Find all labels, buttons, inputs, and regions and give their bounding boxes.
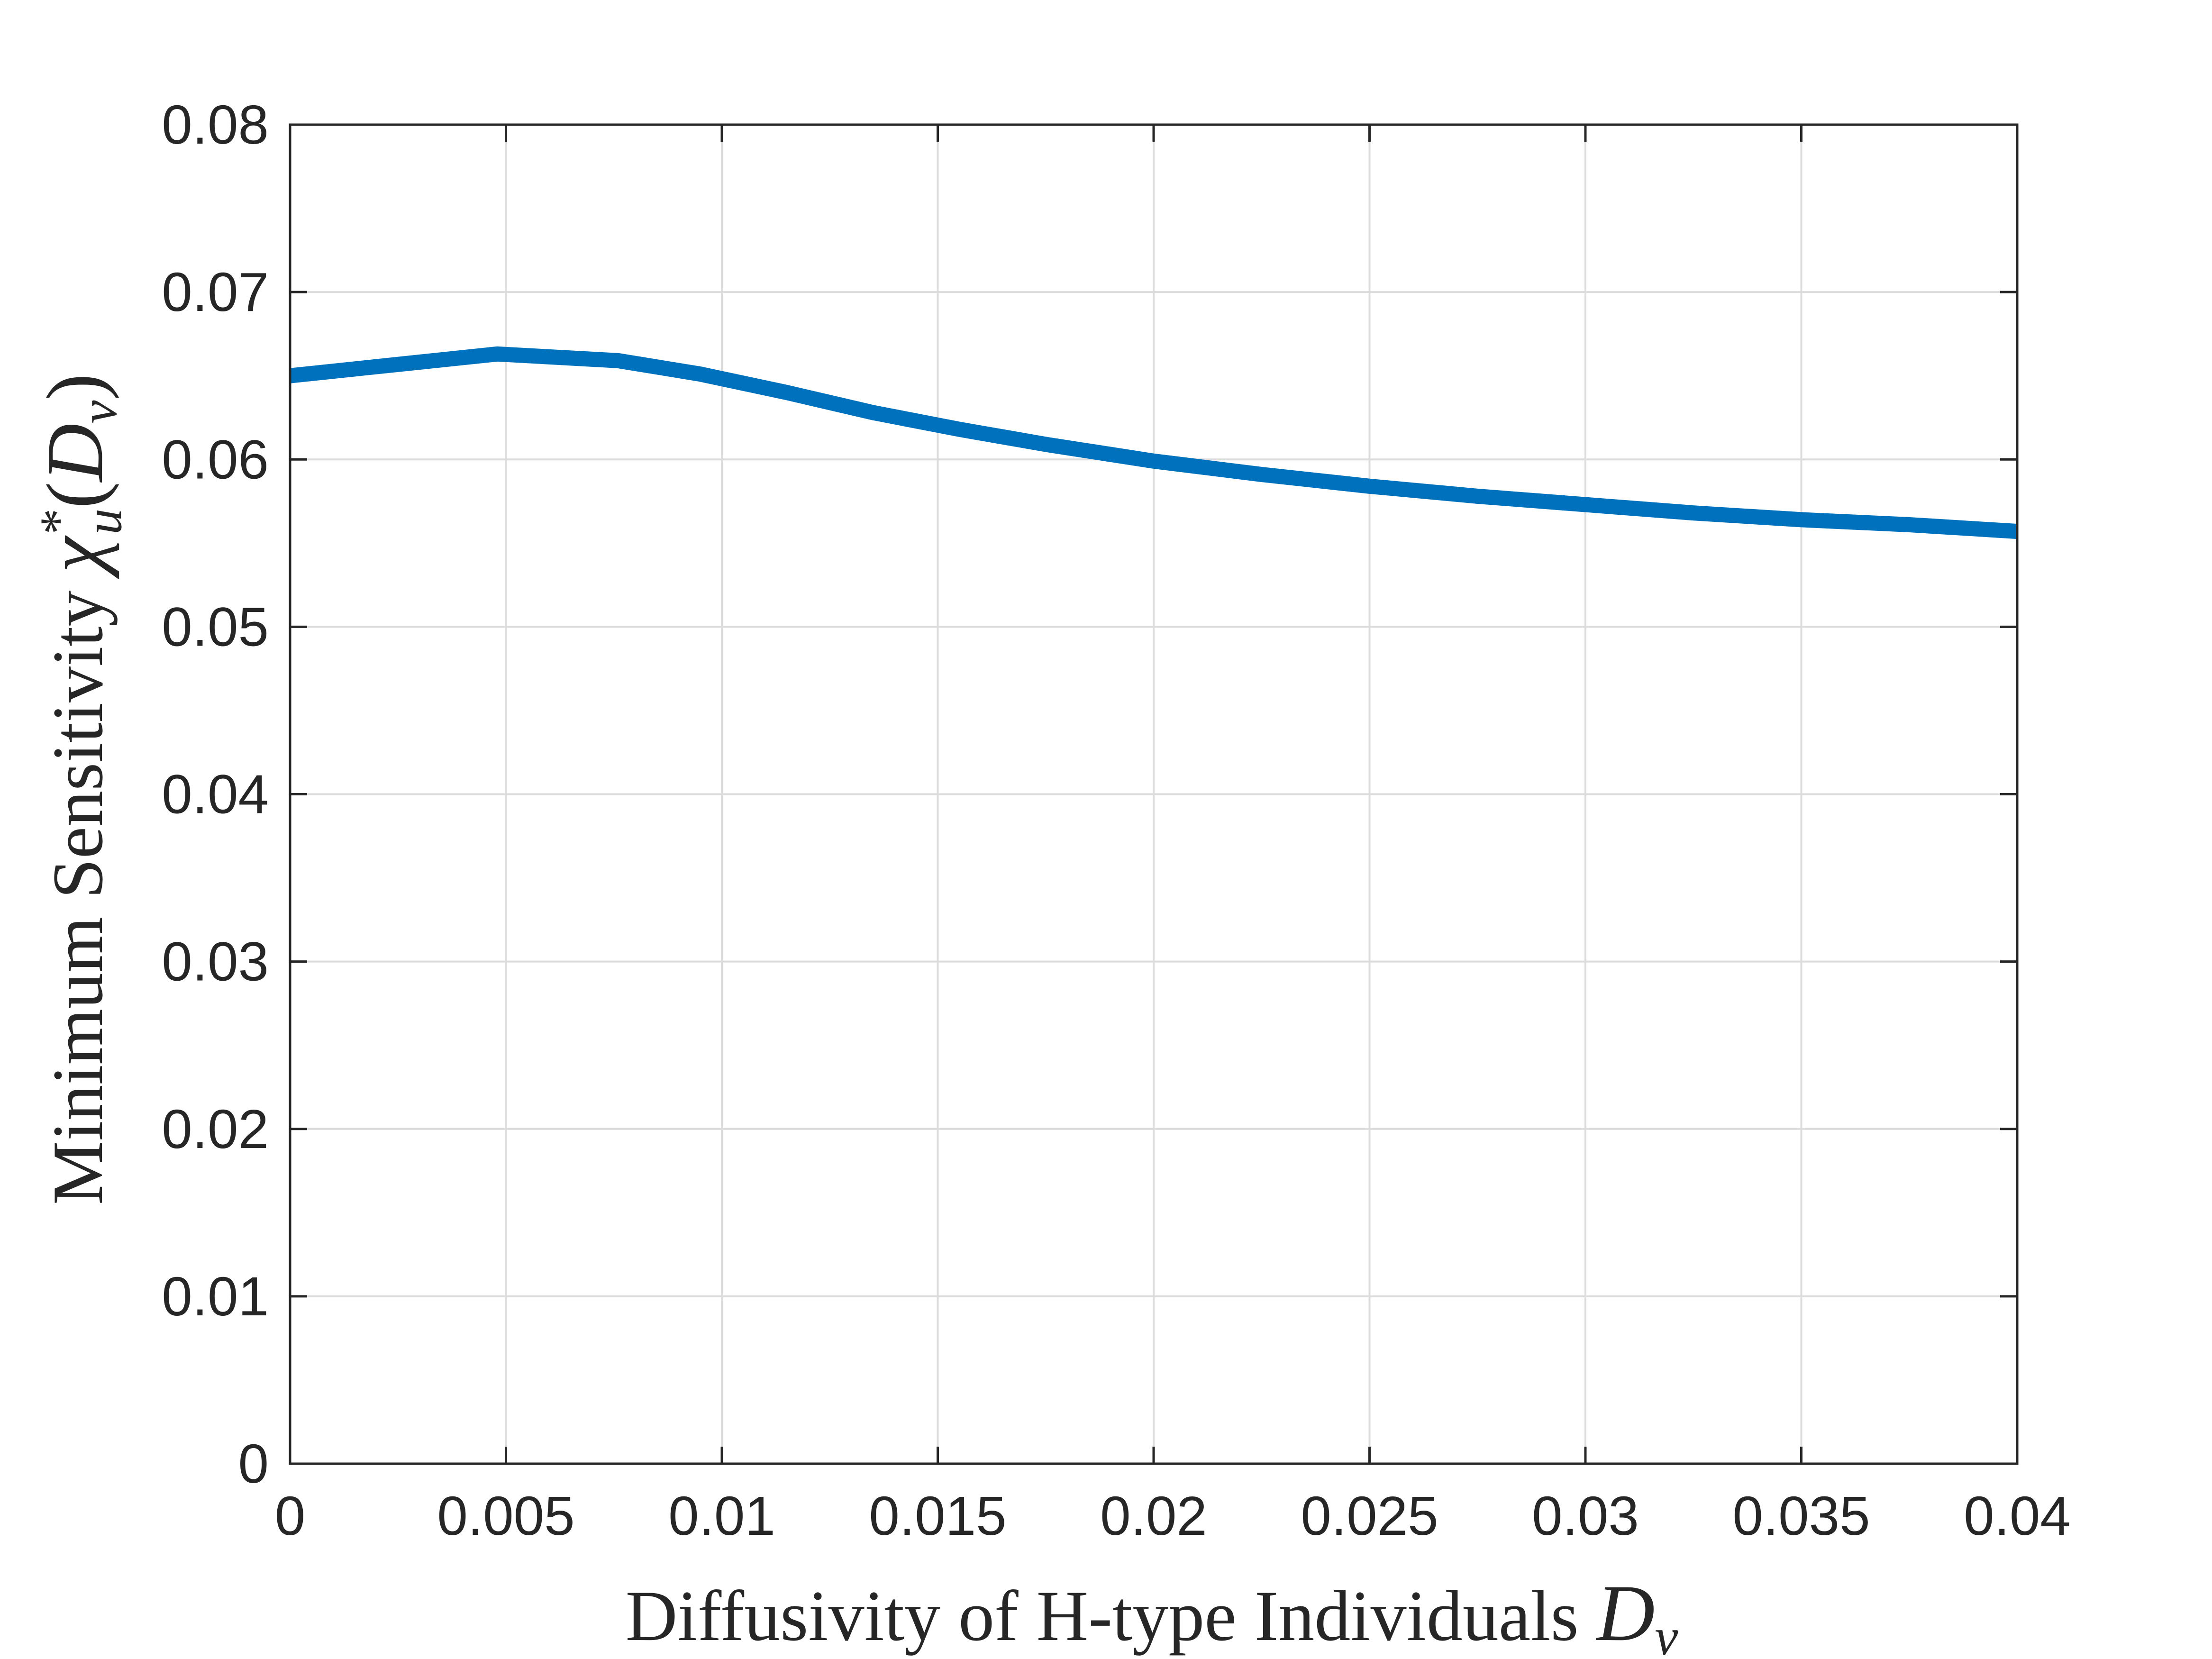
tick-marks <box>289 123 2019 1465</box>
y-tick-label: 0.03 <box>162 931 269 993</box>
series-line <box>289 346 2018 539</box>
x-tick-label: 0.03 <box>1532 1485 1639 1547</box>
y-tick-label: 0.08 <box>162 94 269 155</box>
y-tick-label: 0.07 <box>162 261 269 323</box>
y-tick-label: 0.01 <box>162 1266 269 1327</box>
series-layer <box>289 346 2018 539</box>
y-axis-tick-labels: 0 0.01 0.02 0.03 0.04 0.05 0.06 0.07 0.08 <box>162 94 269 1495</box>
x-tick-label: 0.04 <box>1964 1485 2071 1547</box>
x-tick-label: 0.035 <box>1732 1485 1870 1547</box>
y-tick-label: 0.04 <box>162 764 269 825</box>
y-tick-label: 0.06 <box>162 428 269 490</box>
x-axis-label: Diffusivity of H-type Individuals Dv <box>626 1568 1678 1659</box>
x-tick-label: 0.005 <box>437 1485 574 1547</box>
x-tick-label: 0.025 <box>1301 1485 1438 1547</box>
x-axis-tick-labels: 0 0.005 0.01 0.015 0.02 0.025 0.03 0.035 0.04 <box>275 1485 2071 1547</box>
x-tick-label: 0.015 <box>869 1485 1006 1547</box>
x-tick-label: 0.01 <box>668 1485 775 1547</box>
y-tick-label: 0 <box>238 1433 269 1495</box>
y-tick-label: 0.02 <box>162 1098 269 1160</box>
y-axis-label: Minimum Sensitivity χ*u(Dv) <box>29 374 132 1205</box>
y-tick-label: 0.05 <box>162 596 269 657</box>
x-tick-label: 0.02 <box>1100 1485 1207 1547</box>
x-tick-label: 0 <box>275 1485 306 1547</box>
